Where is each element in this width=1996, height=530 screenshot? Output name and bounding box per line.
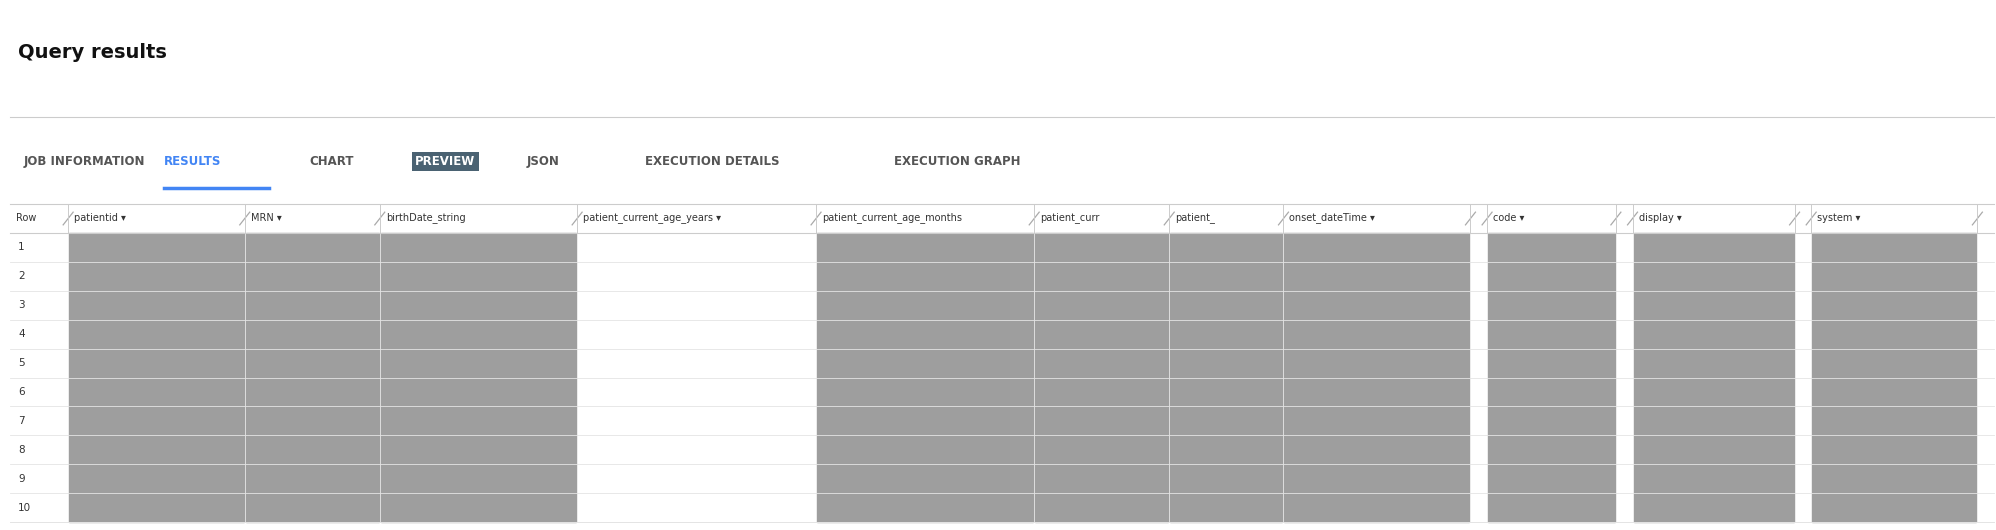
Text: EXECUTION DETAILS: EXECUTION DETAILS xyxy=(645,155,778,168)
Bar xyxy=(1633,233,1794,522)
Text: patient_: patient_ xyxy=(1176,213,1216,223)
Text: 10: 10 xyxy=(18,502,32,513)
Bar xyxy=(10,349,1994,377)
Text: patient_current_age_years ▾: patient_current_age_years ▾ xyxy=(583,213,721,223)
Text: birthDate_string: birthDate_string xyxy=(385,213,465,223)
Bar xyxy=(10,493,1994,522)
Text: Query results: Query results xyxy=(18,43,168,63)
Bar xyxy=(381,233,577,522)
Text: PREVIEW: PREVIEW xyxy=(415,155,475,168)
Bar xyxy=(10,377,1994,407)
Text: code ▾: code ▾ xyxy=(1493,213,1525,223)
Bar xyxy=(1036,233,1168,522)
Text: RESULTS: RESULTS xyxy=(164,155,222,168)
Bar xyxy=(1489,233,1615,522)
Text: patient_current_age_months: patient_current_age_months xyxy=(822,213,962,223)
Text: 7: 7 xyxy=(18,416,24,426)
Text: onset_dateTime ▾: onset_dateTime ▾ xyxy=(1289,213,1375,223)
Text: Row: Row xyxy=(16,213,36,223)
Bar xyxy=(70,233,244,522)
Text: JSON: JSON xyxy=(527,155,559,168)
Bar xyxy=(1812,233,1976,522)
Bar xyxy=(1170,233,1283,522)
Bar xyxy=(10,291,1994,320)
Bar xyxy=(816,233,1034,522)
Text: 3: 3 xyxy=(18,300,24,310)
Text: 9: 9 xyxy=(18,474,24,484)
Text: 5: 5 xyxy=(18,358,24,368)
Bar xyxy=(10,204,1994,233)
Text: 8: 8 xyxy=(18,445,24,455)
Text: 4: 4 xyxy=(18,329,24,339)
Bar xyxy=(10,262,1994,291)
Bar xyxy=(10,435,1994,464)
Text: system ▾: system ▾ xyxy=(1816,213,1860,223)
Text: JOB INFORMATION: JOB INFORMATION xyxy=(24,155,146,168)
Text: patientid ▾: patientid ▾ xyxy=(74,213,126,223)
Text: patient_curr: patient_curr xyxy=(1040,213,1100,223)
Bar xyxy=(246,233,379,522)
Bar xyxy=(10,233,1994,262)
Bar xyxy=(1285,233,1469,522)
Text: CHART: CHART xyxy=(309,155,353,168)
Text: 2: 2 xyxy=(18,271,24,281)
Text: 6: 6 xyxy=(18,387,24,397)
Text: EXECUTION GRAPH: EXECUTION GRAPH xyxy=(894,155,1020,168)
Bar xyxy=(10,407,1994,435)
Bar xyxy=(10,320,1994,349)
Text: 1: 1 xyxy=(18,242,24,252)
Text: display ▾: display ▾ xyxy=(1639,213,1681,223)
Bar xyxy=(10,464,1994,493)
Text: MRN ▾: MRN ▾ xyxy=(251,213,281,223)
